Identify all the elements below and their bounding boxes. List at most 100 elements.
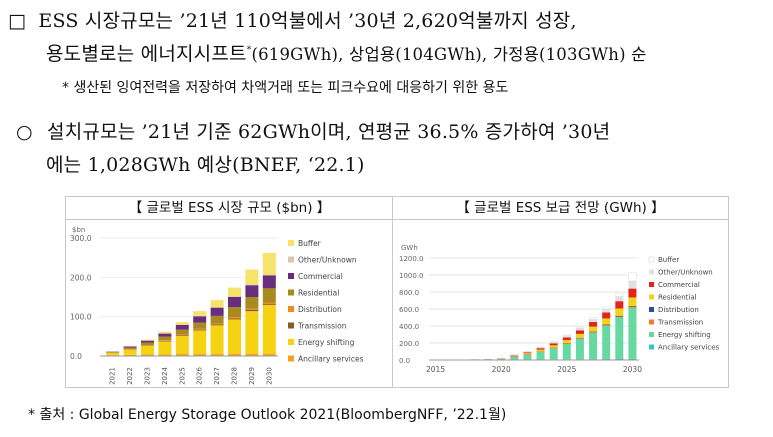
x-tick-label: 2024 bbox=[161, 367, 169, 385]
legend-swatch bbox=[648, 256, 655, 263]
bullet-1-line-2: 용도별로는 에너지시프트*(619GWh), 상업용(104GWh), 가정용(… bbox=[46, 43, 647, 65]
bar-segment bbox=[158, 354, 172, 356]
bar-segment bbox=[575, 337, 584, 339]
bar-segment bbox=[602, 324, 611, 326]
bar-segment bbox=[628, 307, 637, 359]
bar-segment bbox=[175, 322, 189, 325]
circle-bullet-icon: ○ bbox=[16, 121, 33, 143]
bar-segment bbox=[106, 352, 120, 356]
bar-segment bbox=[228, 307, 241, 318]
bar-segment bbox=[549, 342, 558, 344]
y-axis-unit: GWh bbox=[401, 244, 418, 252]
y-tick-label: 300.0 bbox=[70, 234, 92, 243]
x-tick-label: 2022 bbox=[126, 367, 134, 385]
x-tick-label: 2027 bbox=[213, 367, 221, 385]
bar-segment bbox=[210, 323, 224, 325]
y-axis-unit: $bn bbox=[72, 226, 85, 234]
bar-segment bbox=[262, 302, 276, 304]
bar-segment bbox=[615, 358, 624, 360]
bar-segment bbox=[175, 324, 189, 330]
legend-swatch bbox=[649, 344, 654, 350]
legend-swatch bbox=[649, 332, 654, 337]
bar-segment bbox=[510, 355, 519, 357]
bar-segment bbox=[262, 252, 276, 275]
bar-segment bbox=[549, 345, 558, 348]
bar-segment bbox=[589, 319, 598, 323]
bar-segment bbox=[615, 315, 624, 317]
bar-segment bbox=[123, 346, 137, 348]
bar-segment bbox=[228, 317, 241, 319]
legend-swatch bbox=[288, 256, 294, 263]
legend-label: Energy shifting bbox=[298, 338, 355, 347]
bar-segment bbox=[141, 342, 154, 345]
bar-segment bbox=[210, 315, 224, 324]
y-tick-label: 800.0 bbox=[399, 289, 419, 297]
bar-segment bbox=[193, 354, 207, 356]
bar-segment bbox=[245, 308, 259, 310]
legend-label: Distribution bbox=[298, 305, 342, 314]
bar-segment bbox=[602, 308, 611, 313]
legend-swatch bbox=[649, 269, 654, 275]
market-size-chart: $bn 0.0 100.0 200.0 300.0 2021 2022 2023 2024 202… bbox=[70, 226, 364, 385]
bar-segment bbox=[589, 332, 598, 333]
bar-segment bbox=[589, 331, 598, 333]
bar-segment bbox=[245, 311, 259, 354]
x-tick-label: 2025 bbox=[178, 367, 186, 385]
bar-segment bbox=[628, 288, 637, 298]
bar-segment bbox=[141, 340, 154, 343]
y-tick-label: 400.0 bbox=[399, 323, 419, 331]
bar-segment bbox=[601, 306, 611, 310]
bar-segment bbox=[228, 319, 241, 354]
legend-label: Buffer bbox=[298, 239, 322, 248]
bullet-2-line-2: 에는 1,028GWh 예상(BNEF, ‘22.1) bbox=[46, 154, 365, 176]
bar-segment bbox=[549, 348, 558, 360]
y-tick-label: 200.0 bbox=[399, 340, 419, 348]
bar-segment bbox=[262, 303, 276, 305]
bar-segment bbox=[510, 356, 519, 360]
bar-segment bbox=[575, 328, 584, 331]
bar-segment bbox=[158, 340, 172, 342]
bar-segment bbox=[123, 347, 137, 349]
bar-segment bbox=[193, 328, 207, 330]
bar-segment bbox=[175, 329, 189, 335]
bar-segment bbox=[589, 326, 598, 332]
bar-segment bbox=[245, 309, 259, 312]
bar-segment bbox=[210, 324, 224, 326]
x-tick-label: 2026 bbox=[196, 367, 204, 385]
x-tick-label: 2029 bbox=[248, 367, 256, 385]
bar-segment bbox=[262, 274, 276, 276]
bar-segment bbox=[523, 353, 532, 355]
x-tick-label: 2030 bbox=[265, 367, 273, 385]
bar-segment bbox=[562, 334, 572, 337]
y-tick-label: 200.0 bbox=[70, 273, 92, 282]
bar-segment bbox=[562, 335, 571, 338]
bar-segment bbox=[210, 307, 224, 316]
bar-segment bbox=[228, 318, 241, 320]
legend-swatch bbox=[288, 322, 294, 329]
bullet-1-line-1: □ ESS 시장규모는 ’21년 110억불에서 ’30년 2,620억불까지 … bbox=[8, 10, 577, 32]
bar-segment bbox=[193, 330, 207, 355]
bar-segment bbox=[262, 304, 276, 354]
bar-segment bbox=[158, 333, 172, 337]
y-tick-label: 1000.0 bbox=[399, 272, 424, 280]
bar-segment bbox=[628, 307, 637, 308]
legend-label: Commercial bbox=[298, 272, 343, 281]
legend-swatch bbox=[288, 240, 294, 246]
x-tick-label: 2025 bbox=[557, 365, 576, 374]
bar-segment bbox=[575, 330, 584, 334]
footnote-1: * 생산된 잉여전력을 저장하여 차액거래 또는 피크수요에 대응하기 위한 용… bbox=[62, 80, 509, 96]
bar-segment bbox=[615, 301, 624, 309]
bar-segment bbox=[615, 316, 624, 318]
legend-label: Energy shifting bbox=[658, 331, 711, 339]
legend-label: Ancillary services bbox=[658, 344, 720, 352]
x-tick-label: 2028 bbox=[231, 367, 239, 385]
deployment-outlook-chart: GWh 0.0 200.0 400.0 600.0 800.0 1000.0 1200.0 20… bbox=[399, 244, 720, 374]
legend-label: Ancillary services bbox=[298, 355, 364, 364]
bar-segment bbox=[523, 354, 532, 360]
bar-segment bbox=[615, 308, 624, 316]
bar-segment bbox=[628, 358, 637, 360]
bar-segment bbox=[262, 353, 276, 356]
bar-segment bbox=[123, 354, 137, 356]
y-tick-label: 0.0 bbox=[70, 352, 82, 361]
legend-label: Residential bbox=[658, 294, 697, 302]
